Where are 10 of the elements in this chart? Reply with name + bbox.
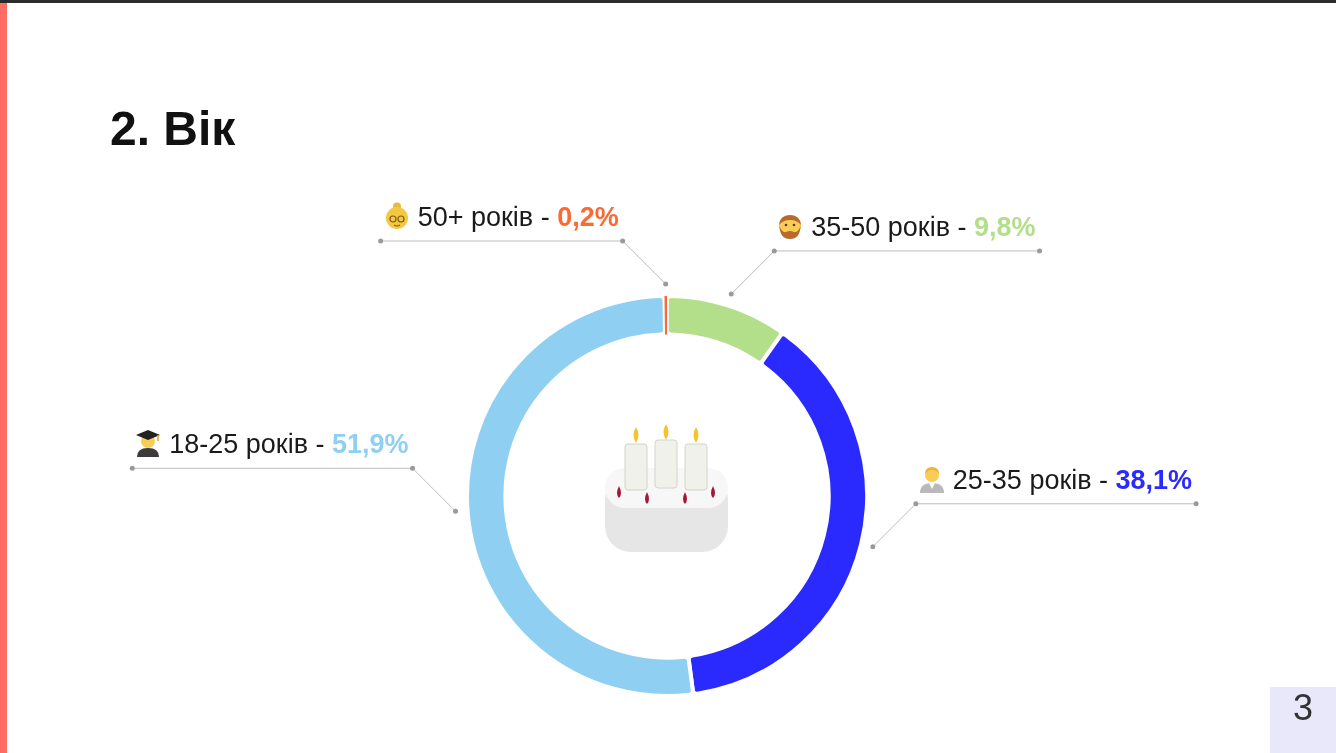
data-label: 0,2% [557,202,619,232]
data-label: 9,8% [973,211,1036,242]
data-label: 38,1% [1115,464,1193,495]
slice-label: 18-25 років - [169,429,333,460]
slice-label: 25-35 років - [952,464,1116,495]
slice-label: 50+ років - [417,202,558,232]
chart-title: 2. Вік [110,101,236,157]
data-label: 51,9% [332,429,409,460]
page-number-box: 3 [1270,687,1336,753]
slice-label: 35-50 років - [811,211,974,242]
